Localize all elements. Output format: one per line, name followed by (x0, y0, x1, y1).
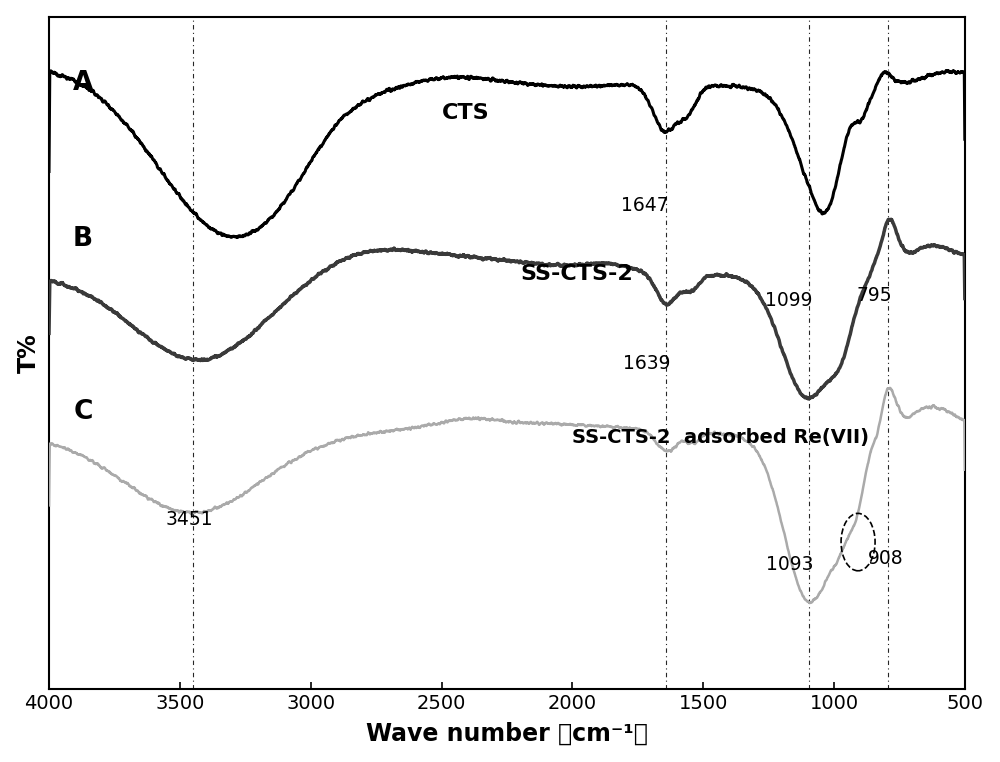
Text: 908: 908 (868, 549, 904, 568)
Y-axis label: T%: T% (17, 333, 41, 373)
X-axis label: Wave number （cm⁻¹）: Wave number （cm⁻¹） (366, 722, 648, 745)
Text: CTS: CTS (442, 103, 489, 123)
Text: 1647: 1647 (621, 196, 669, 215)
Text: 795: 795 (857, 286, 892, 305)
Text: 3451: 3451 (166, 510, 214, 529)
Text: SS-CTS-2  adsorbed Re(VII): SS-CTS-2 adsorbed Re(VII) (572, 428, 869, 447)
Text: 1093: 1093 (766, 555, 814, 574)
Text: B: B (73, 226, 93, 252)
Text: 1639: 1639 (623, 354, 671, 373)
Text: A: A (73, 70, 93, 97)
Text: SS-CTS-2: SS-CTS-2 (520, 264, 633, 284)
Text: 1099: 1099 (765, 291, 812, 310)
Text: C: C (73, 399, 93, 424)
